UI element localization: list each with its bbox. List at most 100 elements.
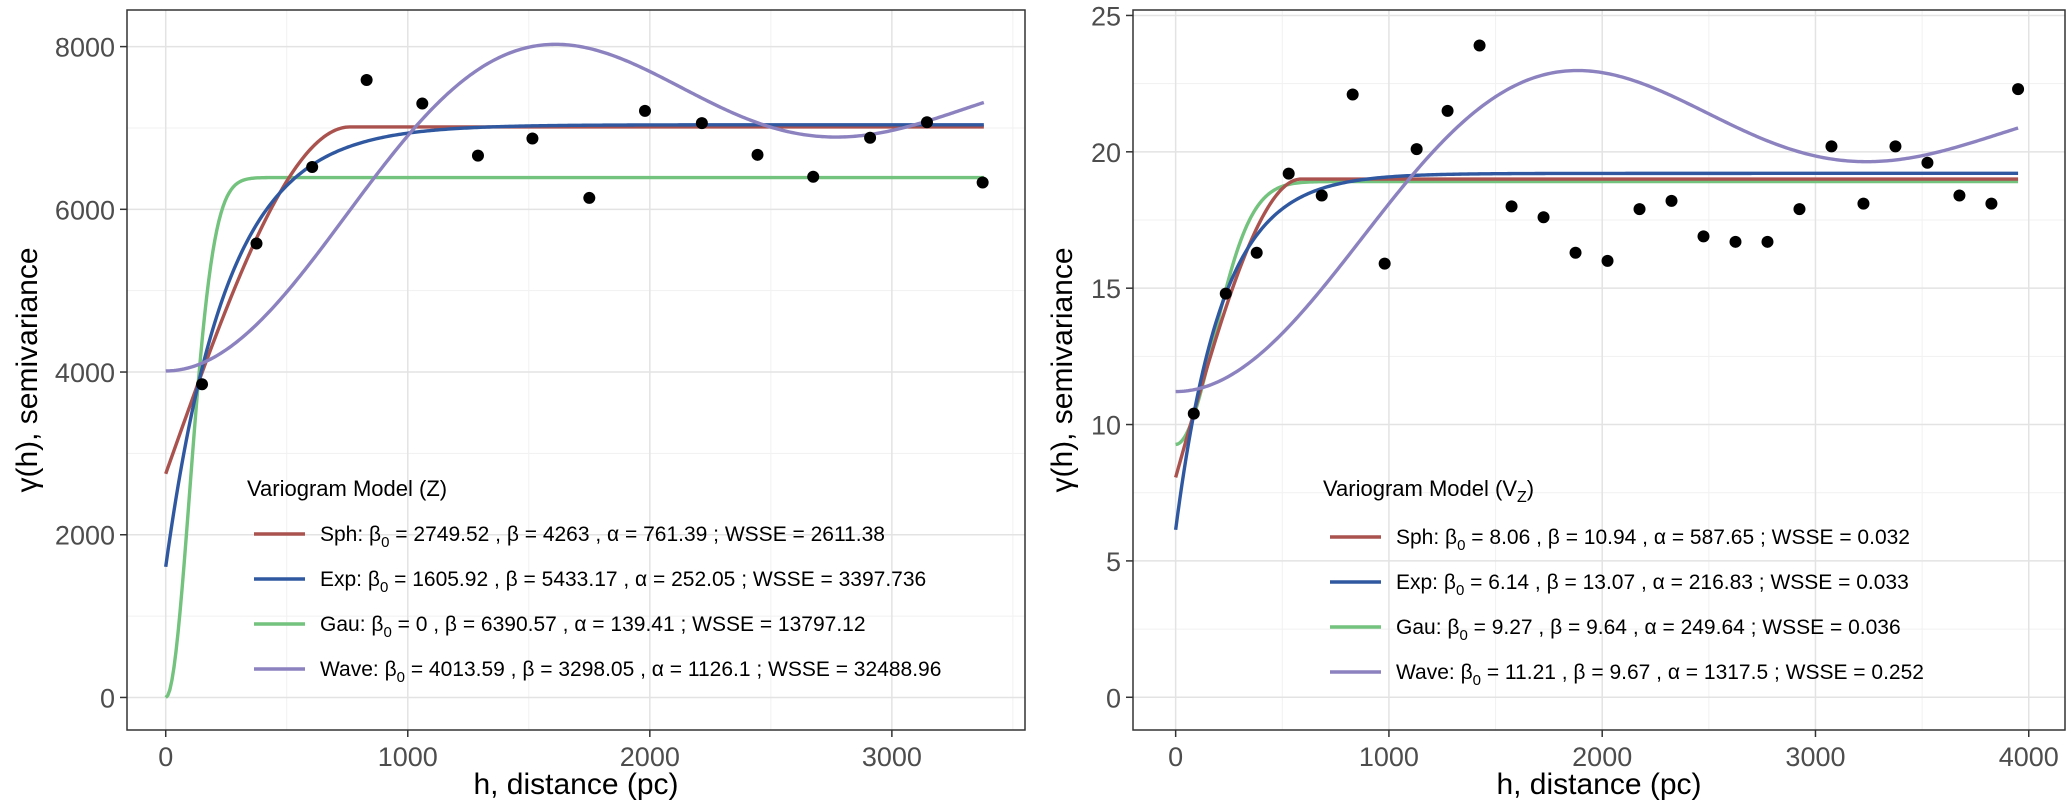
x-tick-label: 1000 [1359, 742, 1419, 772]
curve-wave [165, 42, 985, 373]
data-point [1857, 197, 1870, 210]
y-axis-title: γ(h), semivariance [11, 247, 44, 492]
data-point [976, 176, 989, 189]
legend-entry-wave: Wave: β0 = 4013.59 , β = 3298.05 , α = 1… [320, 658, 941, 686]
y-tick-label: 6000 [55, 195, 115, 225]
legend-entry-wave: Wave: β0 = 11.21 , β = 9.67 , α = 1317.5… [1396, 661, 1924, 689]
grid-major [1133, 10, 2065, 730]
data-points [1187, 39, 2025, 420]
data-point [1729, 235, 1742, 248]
x-axis-title: h, distance (pc) [473, 768, 678, 801]
data-point [1219, 287, 1232, 300]
data-point [1537, 211, 1550, 224]
legend-entry-gau: Gau: β0 = 0 , β = 6390.57 , α = 139.41 ;… [320, 613, 866, 641]
x-tick-label: 1000 [378, 742, 438, 772]
x-tick-label: 2000 [620, 742, 680, 772]
curve-exp [1173, 171, 2019, 531]
data-point [360, 73, 373, 86]
x-tick-label: 3000 [1785, 742, 1845, 772]
legend-entry-exp: Exp: β0 = 6.14 , β = 13.07 , α = 216.83 … [1396, 571, 1909, 599]
curve-gau [1175, 179, 2019, 447]
legend-entry-sph: Sph: β0 = 8.06 , β = 10.94 , α = 587.65 … [1396, 526, 1910, 554]
curve-exp [164, 123, 984, 568]
data-point [1378, 257, 1391, 270]
legend-title: Variogram Model (VZ) [1323, 476, 1534, 506]
x-tick-label: 2000 [1572, 742, 1632, 772]
x-axis: 0 1000 2000 3000 [158, 730, 922, 772]
model-curves [1173, 68, 2019, 531]
data-point [1250, 246, 1263, 259]
data-point [638, 104, 651, 117]
y-tick-label: 15 [1091, 274, 1121, 304]
curve-gau [164, 175, 984, 699]
data-point [416, 97, 429, 110]
data-points [196, 73, 989, 391]
plot-border [126, 9, 1026, 731]
data-point [864, 131, 877, 144]
grid-minor [127, 10, 1025, 730]
y-tick-label: 25 [1091, 1, 1121, 31]
y-tick-label: 4000 [55, 358, 115, 388]
y-tick-label: 2000 [55, 521, 115, 551]
variogram-chart-z: 0 2000 4000 6000 8000 0 1000 2000 3000 h, dista… [11, 9, 1026, 801]
data-point [471, 149, 484, 162]
plot-panel [1133, 10, 2065, 730]
legend-title: Variogram Model (Z) [247, 476, 447, 501]
y-tick-label: 10 [1091, 411, 1121, 441]
data-point [1953, 189, 1966, 202]
data-point [1282, 167, 1295, 180]
data-point [250, 237, 263, 250]
y-axis: 0 5 10 15 20 25 [1091, 1, 1133, 713]
x-tick-label: 0 [1168, 742, 1183, 772]
x-tick-label: 4000 [1999, 742, 2059, 772]
legend-entry-gau: Gau: β0 = 9.27 , β = 9.64 , α = 249.64 ;… [1396, 616, 1901, 644]
y-tick-label: 5 [1106, 547, 1121, 577]
data-point [1410, 143, 1423, 156]
plot-border [1132, 9, 2066, 731]
legend: Variogram Model (VZ) Sph: β0 = 8.06 , β … [1323, 476, 1924, 689]
data-point [1761, 235, 1774, 248]
x-axis: 0 1000 2000 3000 4000 [1168, 730, 2059, 772]
data-point [1825, 140, 1838, 153]
data-point [1473, 39, 1486, 52]
y-axis-title: γ(h), semivariance [1046, 247, 1079, 492]
curve-sph [1174, 177, 2019, 478]
data-point [1889, 140, 1902, 153]
y-tick-label: 8000 [55, 33, 115, 63]
data-point [695, 117, 708, 130]
data-point [1505, 200, 1518, 213]
data-point [1985, 197, 1998, 210]
data-point [1441, 104, 1454, 117]
data-point [2012, 83, 2025, 96]
data-point [1665, 194, 1678, 207]
data-point [1601, 254, 1614, 267]
x-tick-label: 0 [158, 742, 173, 772]
x-tick-label: 3000 [862, 742, 922, 772]
data-point [751, 148, 764, 161]
curve-wave [1175, 68, 2019, 394]
data-point [1697, 230, 1710, 243]
grid-major [127, 10, 1025, 730]
data-point [306, 161, 319, 174]
y-tick-label: 0 [1106, 683, 1121, 713]
legend: Variogram Model (Z) Sph: β0 = 2749.52 , … [247, 476, 941, 686]
data-point [1921, 156, 1934, 169]
y-axis: 0 2000 4000 6000 8000 [55, 33, 127, 713]
data-point [1633, 203, 1646, 216]
data-point [196, 378, 209, 391]
data-point [1793, 203, 1806, 216]
grid-minor [1133, 10, 2065, 730]
data-point [1569, 246, 1582, 259]
plot-panel [127, 10, 1025, 730]
data-point [1346, 88, 1359, 101]
variogram-chart-vz: 0 5 10 15 20 25 0 1000 2000 3000 4000 h, distance… [1046, 1, 2066, 801]
y-tick-label: 0 [100, 683, 115, 713]
data-point [807, 170, 820, 183]
x-axis-title: h, distance (pc) [1496, 768, 1701, 801]
data-point [1315, 189, 1328, 202]
data-point [1187, 407, 1200, 420]
model-curves [164, 42, 985, 699]
legend-entry-sph: Sph: β0 = 2749.52 , β = 4263 , α = 761.3… [320, 523, 885, 551]
y-tick-label: 20 [1091, 138, 1121, 168]
data-point [526, 132, 539, 145]
